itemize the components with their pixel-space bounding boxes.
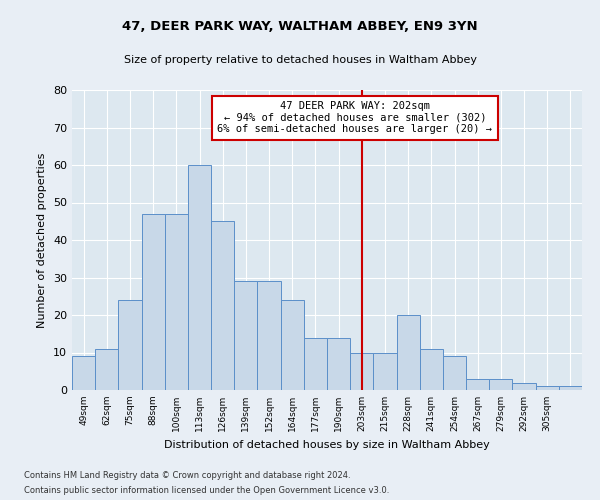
Bar [373,352,397,390]
Bar [72,356,95,390]
Bar [234,281,257,390]
Bar [304,338,327,390]
Bar [489,379,512,390]
Bar [165,214,188,390]
Bar [142,214,165,390]
Bar [559,386,582,390]
Text: Size of property relative to detached houses in Waltham Abbey: Size of property relative to detached ho… [124,55,476,65]
Bar [95,349,118,390]
Bar [211,221,234,390]
Text: 47, DEER PARK WAY, WALTHAM ABBEY, EN9 3YN: 47, DEER PARK WAY, WALTHAM ABBEY, EN9 3Y… [122,20,478,33]
Bar [512,382,536,390]
Bar [536,386,559,390]
Bar [327,338,350,390]
Bar [466,379,489,390]
X-axis label: Distribution of detached houses by size in Waltham Abbey: Distribution of detached houses by size … [164,440,490,450]
Bar [281,300,304,390]
Bar [350,352,373,390]
Bar [397,315,420,390]
Y-axis label: Number of detached properties: Number of detached properties [37,152,47,328]
Text: 47 DEER PARK WAY: 202sqm
← 94% of detached houses are smaller (302)
6% of semi-d: 47 DEER PARK WAY: 202sqm ← 94% of detach… [217,101,493,134]
Bar [188,165,211,390]
Bar [257,281,281,390]
Text: Contains public sector information licensed under the Open Government Licence v3: Contains public sector information licen… [24,486,389,495]
Text: Contains HM Land Registry data © Crown copyright and database right 2024.: Contains HM Land Registry data © Crown c… [24,471,350,480]
Bar [443,356,466,390]
Bar [420,349,443,390]
Bar [118,300,142,390]
